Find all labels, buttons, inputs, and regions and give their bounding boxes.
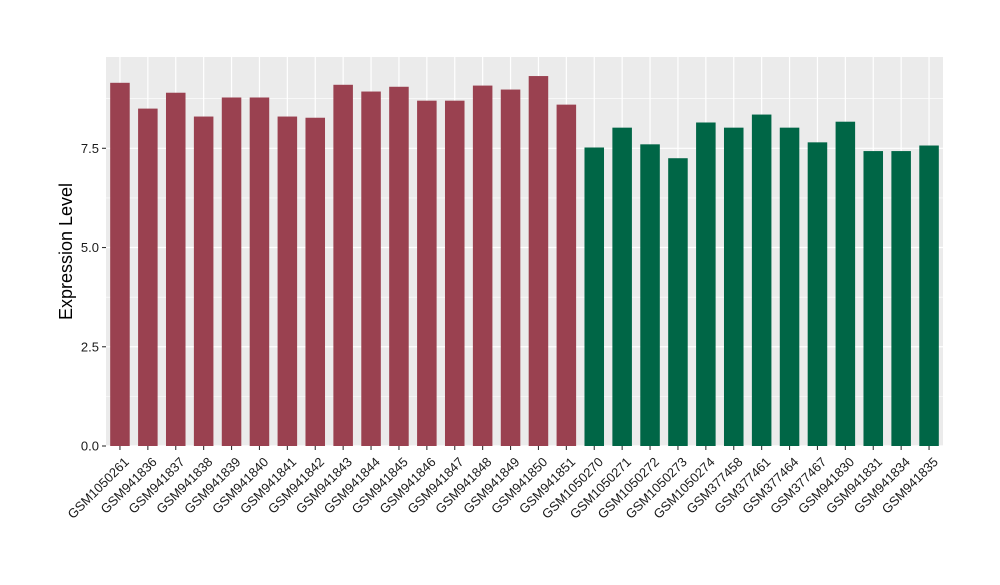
- bar-gsm941849: [500, 89, 521, 446]
- bar-gsm941848: [472, 85, 493, 446]
- bar-gsm941839: [221, 97, 242, 446]
- bar-gsm941845: [389, 86, 409, 446]
- y-axis: 0.0 2.5 5.0 7.5: [81, 141, 106, 454]
- bar-gsm1050274: [696, 122, 716, 446]
- bar-gsm1050261: [110, 82, 130, 446]
- y-tick-label: 7.5: [81, 141, 99, 156]
- bar-gsm941836: [138, 108, 158, 446]
- bar-gsm941834: [891, 151, 911, 446]
- bar-gsm941851: [556, 104, 577, 446]
- bar-gsm941846: [417, 100, 437, 446]
- bar-gsm941844: [361, 91, 381, 446]
- bar-gsm941842: [305, 117, 326, 447]
- bar-gsm1050271: [612, 127, 632, 447]
- bar-gsm377467: [807, 142, 828, 446]
- bar-gsm941843: [333, 84, 353, 447]
- minor-gridlines: [106, 98, 943, 397]
- y-tick-label: 2.5: [81, 339, 99, 354]
- bar-gsm941835: [919, 145, 939, 447]
- bar-gsm377464: [779, 127, 800, 447]
- bar-gsm941830: [835, 121, 856, 446]
- bar-gsm941850: [528, 76, 549, 446]
- bar-gsm1050272: [640, 144, 660, 446]
- plot-panel: [106, 57, 943, 446]
- bars: [110, 76, 939, 447]
- bar-gsm941831: [863, 151, 884, 446]
- x-axis: GSM1050261GSM941836GSM941837GSM941838GSM…: [65, 446, 941, 522]
- y-tick-label: 5.0: [81, 240, 99, 255]
- bar-gsm941838: [193, 116, 214, 446]
- bar-gsm1050270: [584, 147, 605, 446]
- bar-gsm941837: [165, 92, 186, 446]
- bar-gsm941841: [277, 116, 298, 446]
- bar-gsm1050273: [668, 158, 688, 446]
- bar-gsm377458: [723, 127, 744, 447]
- bar-gsm941840: [249, 97, 270, 446]
- bar-gsm377461: [751, 114, 772, 446]
- y-tick-label: 0.0: [81, 439, 99, 454]
- y-axis-title: Expression Level: [56, 183, 76, 320]
- bar-gsm941847: [444, 100, 465, 446]
